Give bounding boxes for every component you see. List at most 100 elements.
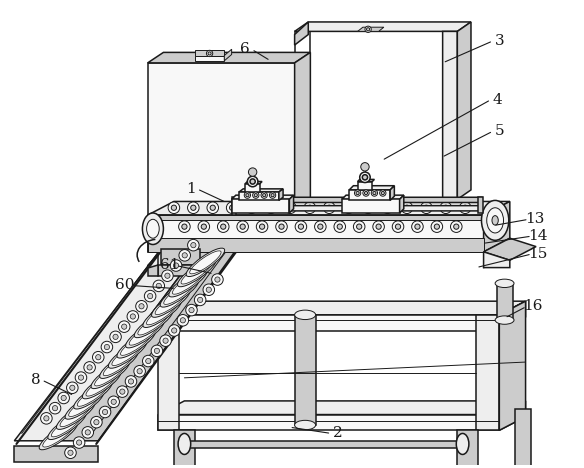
Polygon shape: [158, 315, 179, 430]
Circle shape: [412, 221, 423, 233]
Circle shape: [121, 324, 127, 329]
Circle shape: [127, 311, 138, 322]
Ellipse shape: [60, 404, 92, 427]
Ellipse shape: [117, 329, 155, 358]
Circle shape: [68, 450, 73, 455]
Text: 8: 8: [30, 373, 40, 387]
Text: 5: 5: [495, 124, 504, 138]
Circle shape: [356, 191, 359, 195]
Ellipse shape: [294, 420, 315, 430]
Circle shape: [371, 190, 377, 196]
Circle shape: [117, 386, 128, 397]
Polygon shape: [195, 56, 224, 61]
Ellipse shape: [147, 219, 159, 238]
Polygon shape: [499, 401, 526, 430]
Polygon shape: [174, 430, 195, 467]
Circle shape: [249, 205, 254, 211]
Text: 3: 3: [495, 34, 504, 48]
Circle shape: [67, 382, 78, 394]
Circle shape: [75, 372, 87, 383]
Polygon shape: [499, 301, 526, 430]
Circle shape: [276, 221, 287, 233]
Text: 61: 61: [160, 258, 179, 272]
Circle shape: [58, 392, 69, 404]
Ellipse shape: [495, 316, 514, 324]
Ellipse shape: [155, 292, 186, 314]
Circle shape: [135, 300, 147, 312]
Ellipse shape: [186, 248, 225, 277]
Polygon shape: [457, 430, 478, 467]
Polygon shape: [161, 249, 200, 265]
Circle shape: [353, 221, 365, 233]
Polygon shape: [390, 186, 394, 200]
Circle shape: [111, 399, 116, 404]
Ellipse shape: [147, 302, 178, 325]
Ellipse shape: [48, 411, 86, 439]
Circle shape: [110, 331, 121, 343]
Polygon shape: [349, 186, 394, 190]
Circle shape: [337, 224, 342, 229]
Ellipse shape: [152, 289, 190, 317]
Circle shape: [363, 190, 369, 196]
Circle shape: [373, 191, 376, 195]
Circle shape: [454, 224, 459, 229]
Circle shape: [380, 190, 386, 196]
Circle shape: [395, 224, 401, 229]
Ellipse shape: [492, 216, 498, 225]
Circle shape: [271, 194, 274, 197]
Circle shape: [365, 26, 371, 32]
Ellipse shape: [456, 433, 469, 454]
Circle shape: [288, 205, 293, 211]
Circle shape: [191, 205, 196, 211]
Circle shape: [279, 224, 284, 229]
Circle shape: [210, 205, 215, 211]
Polygon shape: [399, 195, 404, 213]
Polygon shape: [239, 189, 283, 192]
Circle shape: [144, 290, 156, 302]
Circle shape: [134, 366, 145, 377]
Circle shape: [269, 205, 274, 211]
Circle shape: [125, 376, 137, 387]
Polygon shape: [15, 446, 98, 462]
Circle shape: [172, 328, 177, 333]
Circle shape: [128, 379, 134, 384]
Polygon shape: [232, 197, 482, 203]
Circle shape: [65, 447, 77, 459]
Circle shape: [254, 194, 258, 197]
Polygon shape: [484, 252, 510, 268]
Circle shape: [179, 249, 190, 261]
Polygon shape: [499, 301, 526, 330]
Polygon shape: [158, 415, 499, 430]
Circle shape: [77, 440, 82, 445]
Circle shape: [69, 385, 75, 390]
Circle shape: [105, 344, 110, 350]
Circle shape: [53, 406, 58, 411]
Circle shape: [307, 205, 312, 211]
Circle shape: [434, 224, 440, 229]
Circle shape: [318, 224, 323, 229]
Circle shape: [385, 205, 390, 211]
Ellipse shape: [178, 258, 216, 287]
Circle shape: [440, 202, 451, 213]
Circle shape: [284, 202, 296, 213]
Polygon shape: [239, 192, 279, 200]
Ellipse shape: [86, 373, 117, 396]
Circle shape: [139, 304, 144, 309]
Circle shape: [177, 314, 189, 326]
Circle shape: [96, 355, 101, 360]
Polygon shape: [232, 195, 294, 199]
Circle shape: [187, 202, 199, 213]
Ellipse shape: [134, 309, 173, 338]
Circle shape: [361, 162, 369, 171]
Circle shape: [179, 221, 190, 233]
Ellipse shape: [51, 414, 83, 437]
Circle shape: [261, 192, 267, 198]
Circle shape: [61, 395, 67, 401]
Circle shape: [259, 224, 265, 229]
Circle shape: [392, 221, 404, 233]
Circle shape: [113, 334, 118, 339]
Ellipse shape: [82, 370, 121, 399]
Ellipse shape: [138, 312, 169, 335]
Circle shape: [94, 419, 99, 425]
Circle shape: [203, 284, 214, 295]
